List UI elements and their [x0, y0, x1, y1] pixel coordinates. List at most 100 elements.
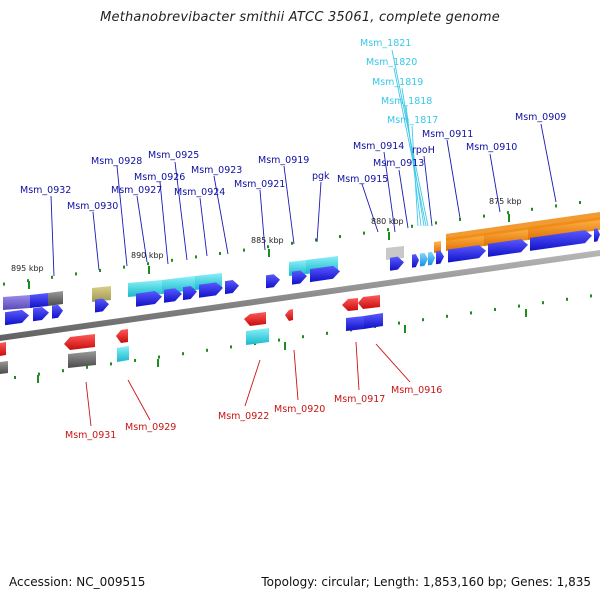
gene-label[interactable]: Msm_0909 — [515, 112, 566, 123]
gene-label[interactable]: Msm_0910 — [466, 142, 517, 153]
tick-mark — [51, 275, 53, 279]
tick-mark — [446, 314, 448, 318]
forward-gene[interactable] — [199, 282, 223, 298]
tick-mark — [398, 321, 400, 325]
tick-mark — [531, 207, 533, 211]
label-leader-lines — [50, 49, 557, 427]
forward-gene[interactable] — [5, 309, 29, 326]
gene-label[interactable]: Msm_0923 — [191, 165, 242, 176]
scale-label: 875 kbp — [489, 197, 522, 206]
forward-gene[interactable] — [448, 245, 486, 263]
tick-mark — [435, 221, 437, 225]
forward-gene[interactable] — [164, 288, 182, 303]
reverse-gene[interactable] — [68, 351, 96, 368]
tick-mark-major — [284, 342, 286, 350]
forward-gene[interactable] — [420, 252, 428, 267]
reverse-gene[interactable] — [364, 313, 383, 329]
gene-label[interactable]: Msm_0915 — [337, 174, 388, 185]
reverse-gene[interactable] — [285, 309, 293, 321]
forward-gene[interactable] — [292, 270, 307, 285]
tick-mark — [134, 359, 136, 362]
reverse-gene[interactable] — [346, 316, 364, 331]
scale-label: 880 kbp — [371, 217, 404, 226]
tick-mark — [3, 282, 5, 286]
tick-mark — [38, 372, 40, 376]
genome-backbone — [0, 250, 600, 341]
gene-label[interactable]: Msm_0922 — [218, 411, 269, 422]
tick-mark — [86, 365, 88, 369]
gene-label[interactable]: Msm_0919 — [258, 155, 309, 166]
reverse-gene[interactable] — [117, 346, 129, 362]
tick-mark-major — [28, 281, 30, 289]
reverse-gene[interactable] — [358, 295, 380, 309]
gene-label[interactable]: Msm_0926 — [134, 172, 185, 183]
forward-gene[interactable] — [310, 265, 340, 283]
forward-gene[interactable] — [225, 280, 239, 295]
gene-label[interactable]: Msm_0916 — [391, 385, 442, 396]
forward-gene[interactable] — [436, 250, 444, 265]
gene-label[interactable]: Msm_0930 — [67, 201, 118, 212]
tick-mark — [158, 355, 160, 359]
tick-mark — [230, 345, 232, 349]
forward-gene[interactable] — [95, 298, 109, 313]
tick-mark — [470, 311, 472, 315]
forward-gene[interactable] — [52, 304, 63, 319]
gene-label[interactable]: Msm_0911 — [422, 129, 473, 140]
forward-gene-labels: Msm_0932 Msm_0930 Msm_0928 Msm_0927 Msm_… — [20, 112, 566, 212]
forward-gene[interactable] — [428, 251, 435, 266]
forward-gene[interactable] — [530, 230, 592, 251]
gene-label[interactable]: Msm_0920 — [274, 404, 325, 415]
tick-row-major — [28, 214, 527, 383]
tick-mark — [326, 331, 328, 335]
gene-label[interactable]: Msm_0931 — [65, 430, 116, 441]
reverse-gene[interactable] — [244, 312, 266, 326]
gene-label[interactable]: Msm_0914 — [353, 141, 404, 152]
tick-mark-major — [157, 359, 159, 367]
tick-mark — [315, 238, 317, 242]
gene-label[interactable]: Msm_1819 — [372, 77, 423, 88]
reverse-gene[interactable] — [64, 334, 95, 350]
tick-row-upper — [3, 201, 581, 286]
gene-label[interactable]: Msm_0913 — [373, 158, 424, 169]
gene-label[interactable]: Msm_0925 — [148, 150, 199, 161]
reverse-gene-labels: Msm_0931 Msm_0929 Msm_0922 Msm_0920 Msm_… — [65, 385, 442, 441]
forward-gene[interactable] — [183, 285, 197, 301]
reverse-gene[interactable] — [246, 328, 269, 345]
forward-gene[interactable] — [33, 307, 49, 322]
forward-gene[interactable] — [594, 228, 600, 242]
tick-mark — [147, 262, 149, 266]
forward-gene[interactable] — [412, 254, 419, 268]
reverse-gene[interactable] — [116, 329, 128, 343]
reverse-gene[interactable] — [342, 298, 358, 311]
tick-mark-major — [268, 249, 270, 257]
gene-label[interactable]: Msm_1821 — [360, 38, 411, 49]
gene-label[interactable]: Msm_1820 — [366, 57, 417, 68]
gene-label[interactable]: Msm_0917 — [334, 394, 385, 405]
gene-label[interactable]: Msm_0924 — [174, 187, 225, 198]
gene-label[interactable]: rpoH — [412, 145, 435, 156]
gene-label[interactable]: Msm_0932 — [20, 185, 71, 196]
gene-label[interactable]: Msm_0929 — [125, 422, 176, 433]
gene-label[interactable]: Msm_1818 — [381, 96, 432, 107]
tick-mark — [206, 348, 208, 352]
reverse-gene[interactable] — [0, 361, 8, 374]
forward-gene[interactable] — [136, 291, 162, 307]
gene-label[interactable]: Msm_0927 — [111, 185, 162, 196]
reverse-gene[interactable] — [0, 342, 6, 356]
tick-mark — [579, 201, 581, 204]
forward-gene[interactable] — [488, 239, 528, 257]
genome-title: Methanobrevibacter smithii ATCC 35061, c… — [100, 10, 500, 25]
tick-mark-major — [37, 375, 39, 383]
gene-label[interactable]: Msm_1817 — [387, 115, 438, 126]
forward-gene[interactable] — [266, 274, 280, 289]
feature-blue-block — [30, 293, 48, 308]
accession-text: Accession: NC_009515 — [9, 575, 146, 589]
gene-label[interactable]: Msm_0928 — [91, 156, 142, 167]
tick-mark — [27, 279, 29, 283]
tick-mark — [110, 362, 112, 366]
gene-label[interactable]: Msm_0921 — [234, 179, 285, 190]
forward-gene[interactable] — [390, 256, 404, 271]
feature-orange-band — [446, 212, 600, 241]
tick-mark — [518, 304, 520, 308]
gene-label[interactable]: pgk — [312, 171, 330, 182]
